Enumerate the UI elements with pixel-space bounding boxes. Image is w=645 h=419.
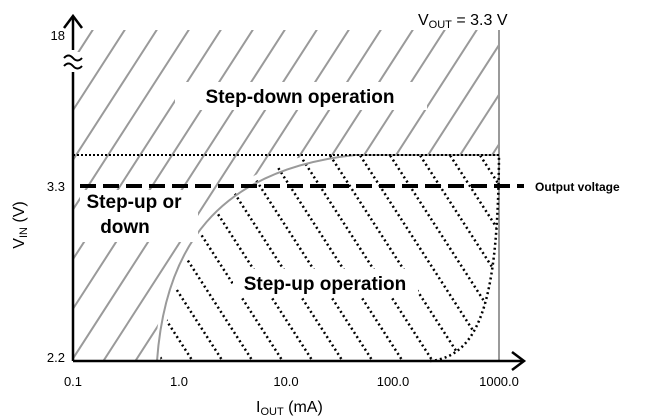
hatch-line — [258, 155, 499, 361]
hatch-line — [266, 30, 350, 155]
axis-break — [63, 52, 83, 70]
hatch-line — [490, 142, 499, 155]
hatch-line — [590, 0, 645, 419]
hatch-line — [198, 155, 472, 361]
hatch-line — [468, 155, 499, 361]
y-axis-label: VIN (V) — [11, 201, 30, 248]
step-up-label-bg — [233, 269, 418, 297]
hatch-line — [160, 155, 352, 361]
hatch-line — [160, 155, 292, 361]
step-down-label: Step-down operation — [206, 87, 395, 108]
hatch-line — [330, 30, 414, 155]
hatch-line — [418, 0, 645, 419]
hatch-line — [106, 30, 190, 155]
y-tick-2.2: 2.2 — [47, 350, 65, 365]
step-up-boundary-curve — [156, 154, 499, 362]
hatch-line — [426, 43, 499, 155]
hatch-line — [168, 155, 442, 361]
hatch-line — [74, 30, 158, 155]
hatch-line — [73, 30, 126, 113]
y-axis-arrow — [63, 13, 83, 29]
vout-label: VOUT = 3.3 V — [418, 12, 508, 31]
x-tick-10.0: 10.0 — [273, 374, 298, 389]
hatch-line — [73, 155, 310, 361]
x-tick-0.1: 0.1 — [64, 374, 82, 389]
x-tick-100.0: 100.0 — [377, 374, 410, 389]
hatch-line — [138, 30, 222, 155]
hatch-line — [228, 155, 499, 361]
y-tick-3.3: 3.3 — [47, 179, 65, 194]
x-tick-1000.0: 1000.0 — [479, 374, 519, 389]
y-tick-18: 18 — [51, 28, 65, 43]
step-up-or-down-label-line1: Step-up or — [87, 192, 183, 213]
hatch-line — [498, 155, 499, 361]
hatch-line — [160, 155, 322, 361]
hatch-line — [202, 30, 286, 155]
hatch-line — [160, 155, 232, 361]
hatch-line — [160, 155, 262, 361]
hatch-line — [354, 0, 624, 419]
hatch-line — [620, 0, 645, 419]
hatch-line — [394, 30, 478, 155]
hatch-line — [354, 0, 624, 419]
hatch-line — [160, 155, 412, 361]
hatch-line — [234, 30, 318, 155]
hatch-line — [362, 30, 446, 155]
hatch-line — [160, 155, 382, 361]
hatch-line — [560, 0, 645, 419]
step-up-label: Step-up operation — [244, 274, 407, 295]
output-voltage-annotation: Output voltage — [535, 180, 620, 194]
x-axis-label: IOUT (mA) — [256, 399, 323, 418]
hatch-line — [298, 30, 382, 155]
hatch-line — [438, 155, 499, 361]
x-tick-1.0: 1.0 — [170, 374, 188, 389]
hatch-line — [322, 0, 592, 419]
hatch-line — [418, 0, 645, 419]
x-axis-arrow — [511, 351, 527, 371]
hatch-line — [530, 0, 645, 419]
hatch-line — [378, 155, 499, 361]
step-up-or-down-label-line2: down — [100, 217, 150, 238]
hatch-line — [170, 30, 254, 155]
step-down-label-bg — [175, 82, 427, 110]
step-up-or-down-label-bg — [80, 190, 198, 242]
